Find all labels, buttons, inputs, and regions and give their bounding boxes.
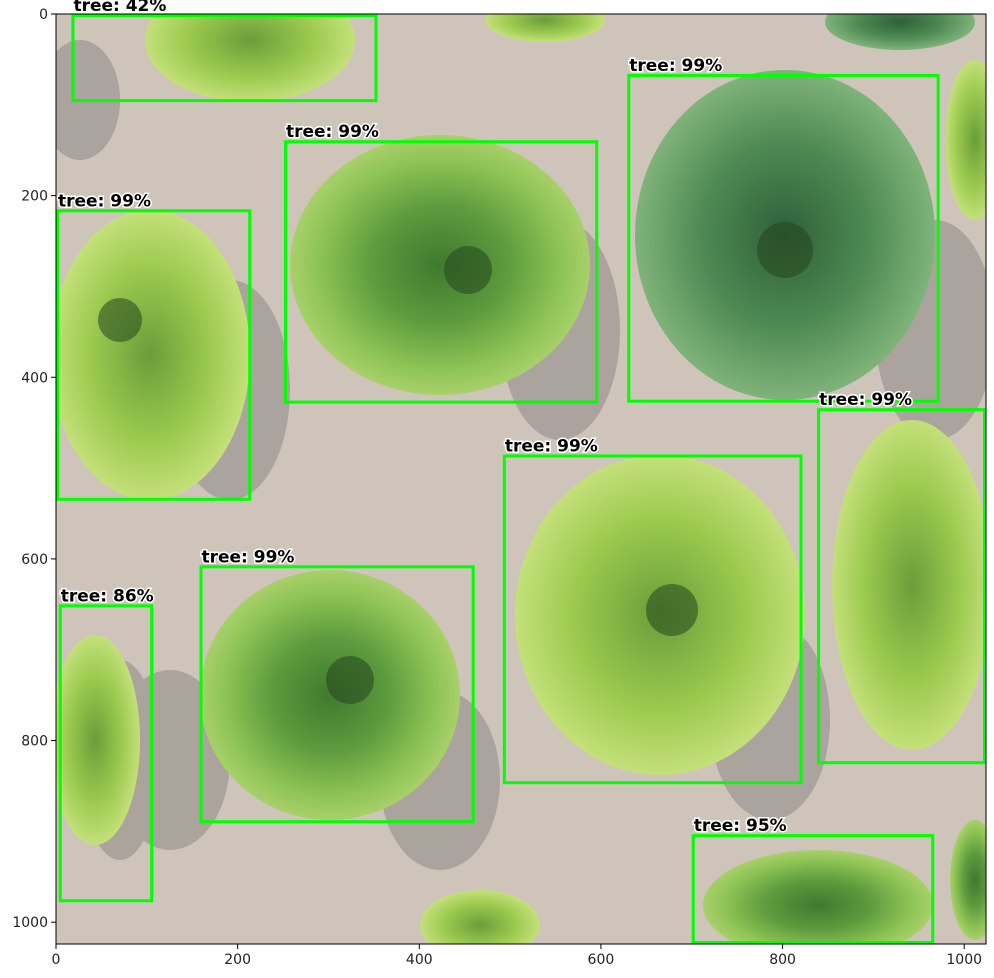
detection-1: tree: 99% xyxy=(627,54,940,403)
detection-box xyxy=(58,604,154,903)
detection-label: tree: 99% xyxy=(819,390,912,410)
detection-4: tree: 99% xyxy=(817,389,986,765)
detection-box xyxy=(71,14,378,103)
detection-6: tree: 99% xyxy=(199,546,475,824)
x-tick-label: 400 xyxy=(406,952,433,968)
detection-label: tree: 86% xyxy=(61,586,154,606)
y-tick-label: 1000 xyxy=(12,915,48,931)
x-tick-label: 1000 xyxy=(946,952,982,968)
detection-boxes: tree: 42% tree: 99% tree: 99% tree: 99% tree… xyxy=(56,0,986,944)
detection-5: tree: 99% xyxy=(502,435,803,785)
detection-label: tree: 42% xyxy=(73,0,166,16)
x-tick-label: 0 xyxy=(52,952,61,968)
detection-box xyxy=(502,454,803,785)
detection-3: tree: 99% xyxy=(56,190,252,501)
detection-label: tree: 95% xyxy=(694,816,787,836)
detection-0: tree: 42% xyxy=(71,0,378,103)
detection-box xyxy=(56,209,252,501)
y-axis-ticks: 0 200 400 600 800 1000 xyxy=(12,7,56,931)
detection-box xyxy=(199,565,475,824)
detection-label: tree: 99% xyxy=(505,436,598,456)
detection-box xyxy=(283,140,599,404)
x-tick-label: 800 xyxy=(769,952,796,968)
detection-2: tree: 99% xyxy=(283,121,599,404)
detection-label: tree: 99% xyxy=(629,56,722,76)
x-tick-label: 600 xyxy=(588,952,615,968)
y-tick-label: 400 xyxy=(21,370,48,386)
detection-box xyxy=(691,834,935,944)
detection-label: tree: 99% xyxy=(286,122,379,142)
x-axis-ticks: 0 200 400 600 800 1000 xyxy=(52,944,982,968)
detection-box xyxy=(817,408,986,765)
canopy-centers xyxy=(98,222,813,704)
aerial-photo xyxy=(56,14,986,944)
detection-label: tree: 99% xyxy=(58,191,151,211)
detection-box xyxy=(627,73,940,403)
x-tick-label: 200 xyxy=(224,952,251,968)
detection-7: tree: 86% xyxy=(58,585,155,903)
y-tick-label: 800 xyxy=(21,734,48,750)
y-tick-label: 0 xyxy=(39,7,48,23)
detection-8: tree: 95% xyxy=(691,815,935,944)
axes-frame xyxy=(55,13,987,945)
detection-label: tree: 99% xyxy=(201,547,294,567)
y-tick-label: 200 xyxy=(21,189,48,205)
y-tick-label: 600 xyxy=(21,552,48,568)
